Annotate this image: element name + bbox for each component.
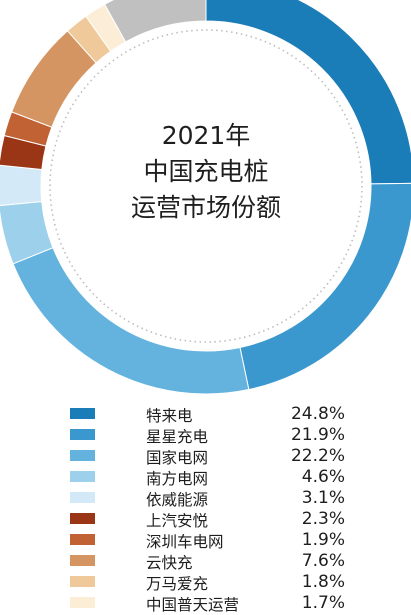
legend-label: 国家电网 xyxy=(146,449,209,467)
legend-swatch xyxy=(70,597,95,608)
legend-label: 特来电 xyxy=(146,407,193,425)
legend-value: 3.1% xyxy=(301,488,345,508)
legend-swatch xyxy=(70,429,95,440)
legend-item: 星星充电 21.9% xyxy=(0,425,411,446)
legend-swatch xyxy=(70,555,95,566)
legend-value: 21.9% xyxy=(290,425,345,445)
legend-item: 中国普天运营 1.7% xyxy=(0,593,411,614)
pie-slice xyxy=(12,247,250,395)
legend-swatch xyxy=(70,534,95,545)
chart-title: 2021年中国充电桩运营市场份额 xyxy=(131,121,281,222)
legend-value: 24.8% xyxy=(290,404,345,424)
legend-item: 国家电网 22.2% xyxy=(0,446,411,467)
legend-label: 南方电网 xyxy=(146,470,209,488)
legend-item: 特来电 24.8% xyxy=(0,404,411,425)
legend-swatch xyxy=(70,471,95,482)
chart-title-line: 2021年 xyxy=(162,121,251,150)
legend-swatch xyxy=(70,450,95,461)
dotted-inner-circle xyxy=(49,29,363,343)
legend-value: 22.2% xyxy=(290,446,345,466)
legend-label: 上汽安悦 xyxy=(146,512,209,530)
legend-value: 1.8% xyxy=(301,572,345,592)
chart-title-line: 中国充电桩 xyxy=(143,157,268,186)
legend-item: 依威能源 3.1% xyxy=(0,488,411,509)
legend-swatch xyxy=(70,408,95,419)
legend-swatch xyxy=(70,492,95,503)
legend-label: 万马爱充 xyxy=(146,575,209,593)
legend-value: 7.6% xyxy=(301,551,345,571)
legend-label: 深圳车电网 xyxy=(146,533,224,551)
legend-label: 云快充 xyxy=(146,554,193,572)
legend-item: 万马爱充 1.8% xyxy=(0,572,411,593)
legend-value: 1.7% xyxy=(301,593,345,613)
chart-title-line: 运营市场份额 xyxy=(131,193,281,222)
legend-item: 云快充 7.6% xyxy=(0,551,411,572)
donut-chart: 2021年中国充电桩运营市场份额 xyxy=(0,0,411,395)
legend-value: 1.9% xyxy=(301,530,345,550)
legend-item: 深圳车电网 1.9% xyxy=(0,530,411,551)
legend-swatch xyxy=(70,576,95,587)
legend-item: 南方电网 4.6% xyxy=(0,467,411,488)
legend-value: 2.3% xyxy=(301,509,345,529)
legend-swatch xyxy=(70,513,95,524)
legend-label: 中国普天运营 xyxy=(146,596,240,614)
legend-value: 4.6% xyxy=(301,467,345,487)
legend-label: 星星充电 xyxy=(146,428,209,446)
ring-white-separator xyxy=(41,21,371,351)
legend-item: 上汽安悦 2.3% xyxy=(0,509,411,530)
pie-slice xyxy=(0,164,43,206)
legend-label: 依威能源 xyxy=(146,491,209,509)
